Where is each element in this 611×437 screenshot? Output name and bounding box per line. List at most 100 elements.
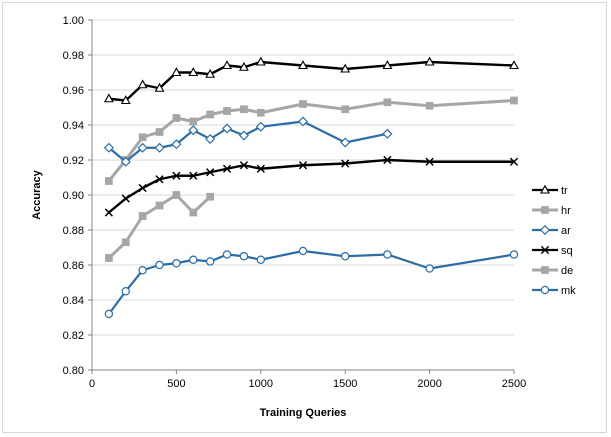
- data-point: [171, 139, 182, 150]
- data-point: [341, 159, 350, 168]
- x-tick-label: 500: [167, 378, 185, 390]
- data-point: [205, 133, 216, 145]
- data-point: [509, 60, 519, 70]
- data-point: [298, 246, 308, 256]
- data-point: [137, 142, 148, 153]
- legend-item-tr: tr: [532, 184, 568, 197]
- data-point: [172, 171, 181, 180]
- data-point: [104, 309, 114, 319]
- data-point: [189, 255, 198, 264]
- x-tick-labels: 0 500 1000 1500 2000 2500: [89, 370, 526, 390]
- data-point: [206, 192, 215, 201]
- data-point: [103, 142, 114, 153]
- legend: tr hr ar sq de mk: [532, 184, 576, 297]
- data-point: [121, 287, 130, 296]
- data-point: [340, 63, 351, 73]
- x-tick-label: 1500: [333, 378, 357, 390]
- legend-label: hr: [561, 205, 571, 217]
- data-point: [155, 175, 164, 184]
- data-point: [256, 255, 265, 264]
- legend-item-mk: mk: [532, 285, 576, 297]
- data-point: [222, 60, 232, 70]
- data-point: [137, 79, 148, 89]
- x-tick-label: 1000: [249, 378, 273, 390]
- series-line: [107, 249, 515, 315]
- legend-marker: [539, 224, 551, 236]
- y-tick-label: 0.86: [63, 260, 84, 272]
- y-tick-label: 1.00: [63, 15, 84, 27]
- data-point: [172, 191, 181, 199]
- legend-marker: [541, 266, 549, 274]
- y-tick-label: 0.82: [63, 330, 84, 342]
- data-point: [103, 93, 114, 103]
- data-point: [382, 128, 393, 139]
- legend-item-ar: ar: [532, 224, 571, 237]
- data-point: [138, 183, 147, 193]
- data-point: [383, 98, 392, 107]
- series-sq: [104, 155, 519, 217]
- data-point: [297, 116, 309, 127]
- data-point: [510, 96, 518, 105]
- series-hr: [105, 96, 518, 185]
- data-point: [256, 108, 265, 117]
- data-point: [105, 177, 113, 185]
- legend-marker: [540, 245, 550, 255]
- data-point: [239, 161, 249, 170]
- data-point: [120, 95, 131, 105]
- y-tick-label: 0.88: [63, 225, 84, 237]
- data-point: [172, 259, 181, 268]
- x-tick-label: 2500: [502, 378, 526, 390]
- data-point: [189, 171, 198, 180]
- data-point: [239, 252, 249, 261]
- data-point: [171, 67, 182, 77]
- data-point: [206, 110, 215, 119]
- chart-frame: [2, 2, 607, 433]
- data-point: [340, 137, 351, 148]
- y-tick-label: 0.80: [63, 365, 84, 377]
- data-point: [121, 194, 130, 203]
- data-point: [425, 157, 434, 166]
- data-point: [121, 238, 130, 247]
- data-point: [155, 201, 164, 210]
- y-tick-label: 0.92: [63, 155, 84, 167]
- data-point: [205, 68, 216, 78]
- series-ar: [103, 116, 393, 167]
- legend-label: de: [561, 265, 573, 277]
- data-point: [509, 250, 519, 259]
- data-point: [221, 123, 233, 134]
- data-point: [255, 56, 266, 66]
- series-layer: [103, 56, 519, 319]
- data-point: [341, 105, 350, 114]
- data-point: [240, 105, 248, 114]
- data-point: [189, 208, 198, 217]
- data-point: [382, 60, 393, 70]
- data-point: [222, 250, 232, 259]
- data-point: [189, 117, 198, 126]
- data-point: [424, 56, 435, 66]
- legend-label: mk: [561, 285, 576, 297]
- y-axis-title: Accuracy: [31, 169, 43, 219]
- data-point: [223, 107, 231, 115]
- data-point: [222, 164, 232, 173]
- data-point: [425, 101, 434, 110]
- data-point: [138, 266, 147, 275]
- data-point: [154, 82, 165, 92]
- y-tick-label: 0.94: [63, 120, 84, 132]
- data-point: [298, 60, 308, 70]
- series-mk: [104, 246, 519, 319]
- y-tick-label: 0.98: [63, 50, 84, 62]
- data-point: [188, 125, 199, 136]
- legend-label: tr: [561, 185, 568, 197]
- data-point: [155, 128, 164, 136]
- data-point: [238, 61, 249, 71]
- legend-item-sq: sq: [532, 245, 573, 257]
- x-tick-label: 2000: [417, 378, 441, 390]
- data-point: [383, 250, 392, 259]
- data-point: [138, 133, 147, 142]
- legend-marker: [540, 184, 550, 194]
- legend-marker: [540, 285, 550, 295]
- data-point: [341, 252, 350, 261]
- legend-item-hr: hr: [532, 205, 571, 217]
- data-point: [138, 212, 147, 220]
